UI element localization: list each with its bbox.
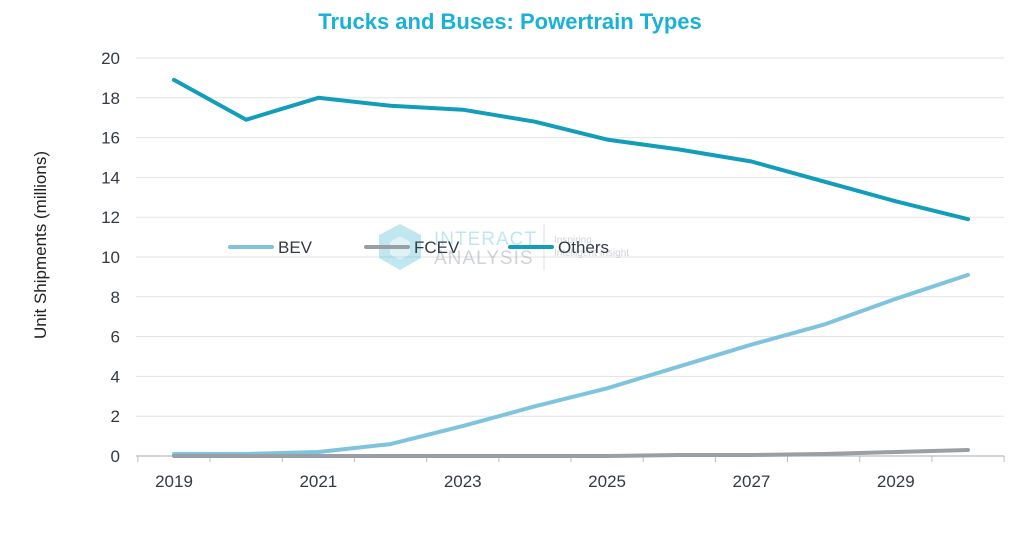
x-tick-label: 2019 [155,472,193,491]
series-line-bev [174,275,968,454]
y-tick-label: 6 [111,328,120,347]
series-lines [174,80,968,456]
x-tick-label: 2029 [877,472,915,491]
y-axis-label: Unit Shipments (millions) [31,151,50,339]
y-tick-label: 16 [101,129,120,148]
legend-label-fcev: FCEV [414,238,460,257]
x-tick-label: 2021 [299,472,337,491]
y-tick-label: 4 [111,367,120,386]
series-line-others [174,80,968,219]
legend-label-bev: BEV [278,238,313,257]
y-tick-label: 0 [111,447,120,466]
y-tick-label: 2 [111,407,120,426]
y-tick-label: 18 [101,89,120,108]
grid-lines [136,58,1004,462]
chart-title: Trucks and Buses: Powertrain Types [318,9,702,34]
y-tick-label: 10 [101,248,120,267]
y-tick-label: 14 [101,168,120,187]
x-tick-label: 2027 [733,472,771,491]
x-tick-label: 2025 [588,472,626,491]
y-tick-label: 8 [111,288,120,307]
x-tick-label: 2023 [444,472,482,491]
y-tick-label: 12 [101,208,120,227]
legend-label-others: Others [558,238,609,257]
legend: BEV FCEV Others [230,238,609,257]
y-tick-label: 20 [101,49,120,68]
